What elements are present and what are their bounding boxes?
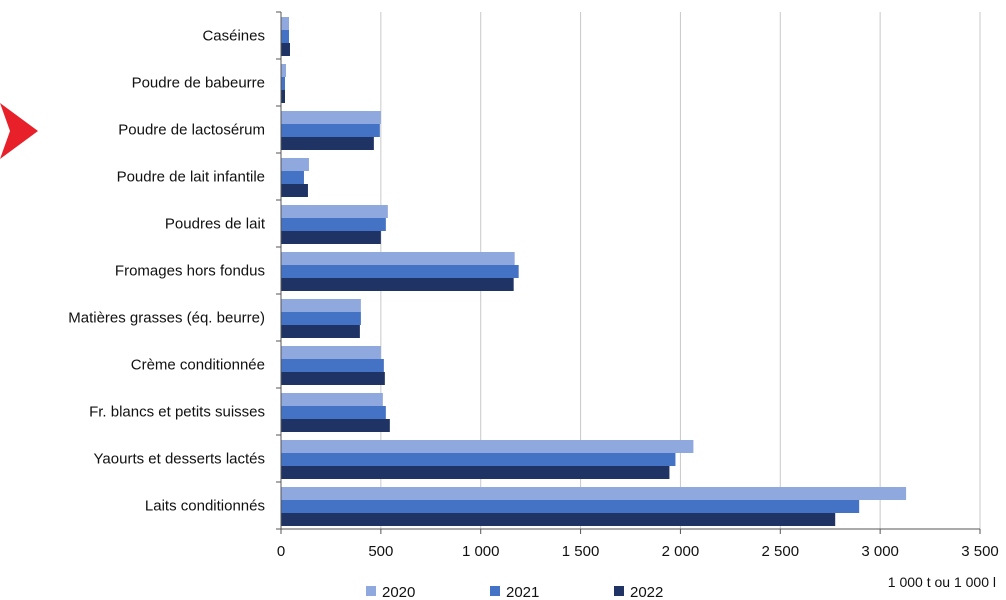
x-tick-label: 500 bbox=[368, 543, 393, 560]
bar-2021 bbox=[281, 218, 386, 231]
bar-2020 bbox=[281, 393, 383, 406]
x-tick-label: 2 000 bbox=[662, 543, 700, 560]
bar-2021 bbox=[281, 359, 384, 372]
legend-swatch-2020 bbox=[366, 586, 376, 596]
bar-2021 bbox=[281, 453, 676, 466]
bar-2020 bbox=[281, 440, 694, 453]
bar-2022 bbox=[281, 184, 308, 197]
category-label: Poudre de babeurre bbox=[132, 75, 265, 92]
legend-swatch-2021 bbox=[490, 586, 500, 596]
bar-2022 bbox=[281, 325, 360, 338]
bar-2021 bbox=[281, 124, 380, 137]
bar-2021 bbox=[281, 265, 519, 278]
legend: 2020 2021 2022 bbox=[366, 584, 663, 600]
category-label: Crème conditionnée bbox=[131, 357, 265, 374]
x-tick-label: 3 000 bbox=[861, 543, 899, 560]
unit-label: 1 000 t ou 1 000 l bbox=[888, 574, 996, 590]
bar-2022 bbox=[281, 90, 285, 103]
arrow-marker-icon bbox=[0, 103, 38, 159]
bar-2020 bbox=[281, 205, 388, 218]
bar-2020 bbox=[281, 158, 309, 171]
bar-2021 bbox=[281, 406, 386, 419]
axes bbox=[276, 11, 981, 534]
bar-2022 bbox=[281, 137, 374, 150]
bar-2021 bbox=[281, 30, 289, 43]
x-tick-label: 3 500 bbox=[961, 543, 999, 560]
legend-swatch-2022 bbox=[614, 586, 624, 596]
category-label: Poudre de lait infantile bbox=[117, 169, 265, 186]
category-label: Fromages hors fondus bbox=[115, 263, 265, 280]
bar-2021 bbox=[281, 500, 860, 513]
category-label: Poudre de lactosérum bbox=[118, 122, 265, 139]
x-tick-label: 0 bbox=[277, 543, 285, 560]
bar-2020 bbox=[281, 17, 289, 30]
category-label: Laits conditionnés bbox=[145, 498, 265, 515]
bar-2021 bbox=[281, 77, 285, 90]
legend-label-2020: 2020 bbox=[382, 584, 415, 600]
bar-2022 bbox=[281, 466, 670, 479]
category-label: Fr. blancs et petits suisses bbox=[89, 404, 265, 421]
bar-2020 bbox=[281, 64, 286, 77]
bar-2022 bbox=[281, 372, 385, 385]
bar-2022 bbox=[281, 231, 381, 244]
bars bbox=[281, 17, 907, 526]
legend-label-2022: 2022 bbox=[630, 584, 663, 600]
bar-2021 bbox=[281, 171, 304, 184]
category-label: Yaourts et desserts lactés bbox=[94, 451, 265, 468]
category-label: Poudres de lait bbox=[165, 216, 266, 233]
bar-2022 bbox=[281, 43, 290, 56]
gridlines bbox=[380, 12, 981, 529]
bar-2020 bbox=[281, 346, 381, 359]
x-tick-labels: 0 500 1 000 1 500 2 000 2 500 3 000 3 500 bbox=[277, 543, 999, 560]
category-label: Matières grasses (éq. beurre) bbox=[68, 310, 265, 327]
bar-2020 bbox=[281, 487, 907, 500]
legend-label-2021: 2021 bbox=[506, 584, 539, 600]
category-label: Caséines bbox=[202, 28, 265, 45]
bar-2021 bbox=[281, 312, 361, 325]
bar-2022 bbox=[281, 419, 390, 432]
x-tick-label: 1 500 bbox=[562, 543, 600, 560]
category-labels: Caséines Poudre de babeurre Poudre de lact… bbox=[68, 28, 266, 515]
bar-2022 bbox=[281, 513, 836, 526]
bar-2020 bbox=[281, 252, 515, 265]
x-tick-label: 1 000 bbox=[462, 543, 500, 560]
bar-2020 bbox=[281, 111, 381, 124]
bar-2020 bbox=[281, 299, 361, 312]
x-tick-label: 2 500 bbox=[762, 543, 800, 560]
bar-2022 bbox=[281, 278, 514, 291]
